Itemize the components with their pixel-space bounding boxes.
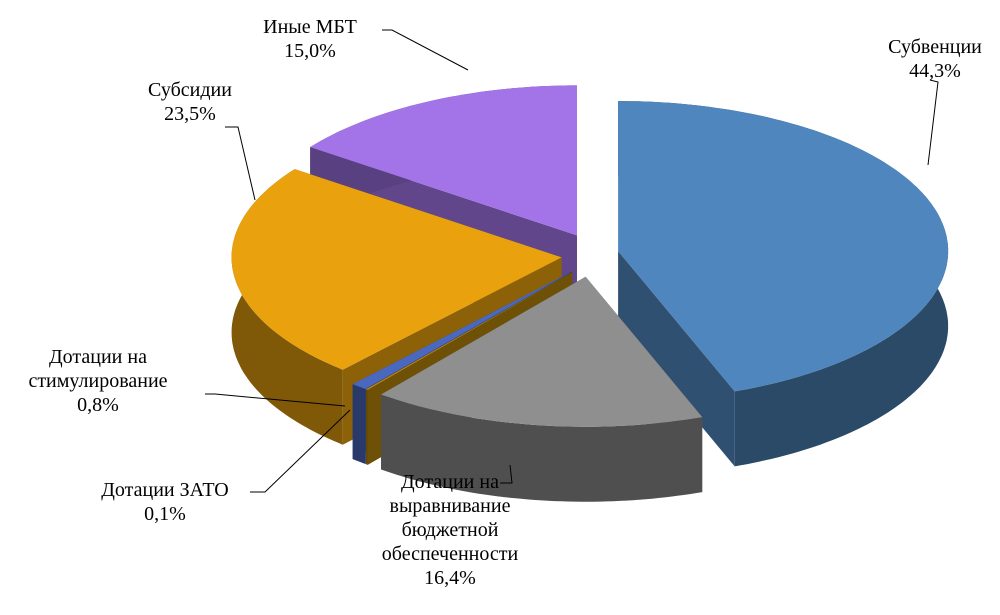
slice-face — [618, 251, 735, 467]
data-label: Иные МБТ 15,0% — [230, 15, 390, 63]
slice — [366, 272, 573, 390]
data-label: Субвенции 44,3% — [855, 35, 1000, 83]
data-label: Дотации ЗАТО 0,1% — [65, 478, 265, 526]
leader-line — [927, 79, 939, 166]
slice — [231, 169, 562, 370]
leader-line — [500, 464, 513, 484]
data-label: Субсидии 23,5% — [110, 78, 270, 126]
value-label: 16,4% — [424, 567, 476, 589]
category-label: Субвенции — [888, 36, 982, 58]
data-label: Дотации на стимулирование 0,8% — [0, 345, 203, 417]
data-label: Дотации на выравнивание бюджетной обеспе… — [360, 470, 540, 590]
slice — [352, 271, 572, 389]
value-label: 44,3% — [909, 60, 961, 82]
category-label: Субсидии — [148, 79, 232, 101]
slice — [310, 85, 577, 236]
slice — [381, 276, 703, 427]
slice-side — [381, 394, 703, 502]
value-label: 0,1% — [144, 503, 186, 525]
leader-line — [205, 393, 346, 407]
slice-side — [366, 389, 368, 465]
leader-line — [225, 126, 256, 201]
slice — [618, 101, 949, 392]
category-label: Дотации на выравнивание бюджетной обеспе… — [381, 471, 519, 565]
category-label: Дотации на стимулирование — [28, 346, 168, 392]
value-label: 23,5% — [164, 103, 216, 125]
value-label: 0,8% — [77, 394, 119, 416]
category-label: Дотации ЗАТО — [101, 479, 229, 501]
value-label: 15,0% — [284, 40, 336, 62]
category-label: Иные МБТ — [263, 16, 357, 38]
leader-line — [250, 409, 351, 493]
leader-line — [382, 29, 469, 71]
slice-side — [352, 384, 366, 464]
